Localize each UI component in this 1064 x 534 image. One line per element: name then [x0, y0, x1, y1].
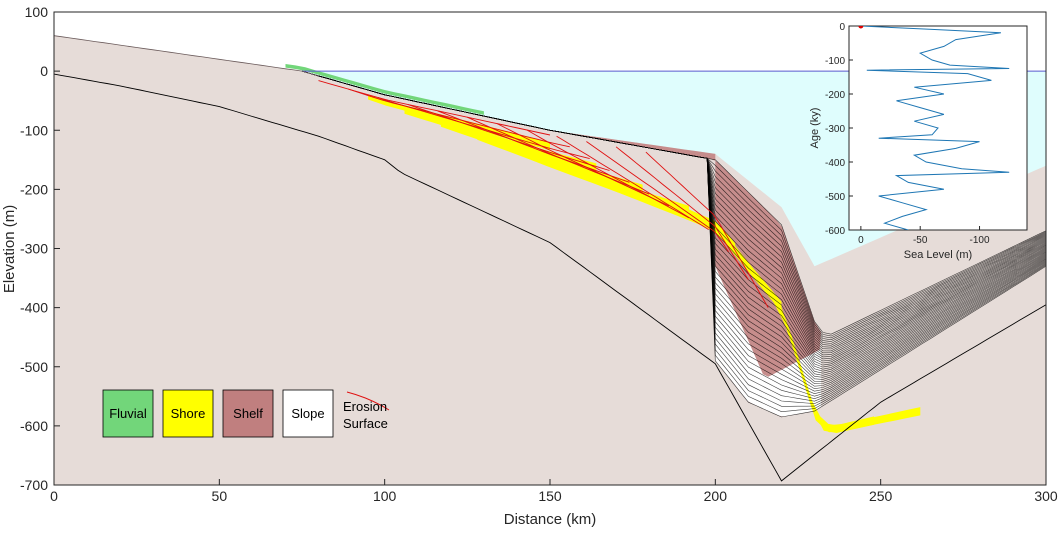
stratal-surface: [301, 70, 1046, 418]
inset-x-tick-label: 0: [858, 235, 864, 246]
x-axis: 0 50 100 150 200 250 300: [50, 479, 1058, 504]
inset-x-label: Sea Level (m): [904, 249, 972, 261]
x-tick-label: 250: [869, 488, 893, 504]
x-tick-label: 0: [50, 488, 58, 504]
inset-y-tick-label: -600: [825, 226, 845, 237]
erosion-surface: [615, 146, 749, 281]
erosion-surface: [586, 141, 729, 253]
shore-facies-band: [513, 148, 736, 252]
y-axis: 100 0 -100 -200 -300 -400 -500 -600 -700: [20, 4, 60, 493]
erosion-surface: [526, 129, 690, 219]
legend-slope-box: [282, 389, 334, 438]
inset-y-tick-label: -200: [825, 90, 845, 101]
y-tick-label: -400: [20, 300, 48, 316]
legend-shelf-box: [222, 389, 274, 438]
y-tick-label: 0: [40, 63, 48, 79]
erosion-surface: [645, 151, 769, 308]
inset-y-label: Age (ky): [809, 108, 821, 149]
erosion-surface: [437, 110, 630, 183]
legend-fluvial-box: [102, 389, 154, 438]
inset-y-tick-label: 0: [839, 22, 845, 33]
legend-erosion-label-line1: Erosion: [343, 399, 387, 414]
inset-x-tick-label: -100: [970, 235, 990, 246]
y-tick-label: -700: [20, 477, 48, 493]
legend-shore-label: Shore: [171, 406, 206, 421]
legend-slope-label: Slope: [291, 406, 324, 421]
initial-basement-line: [54, 73, 1046, 482]
erosion-surface: [496, 123, 670, 207]
y-tick-label: -500: [20, 359, 48, 375]
x-tick-label: 300: [1034, 488, 1058, 504]
inset-y-tick-label: -100: [825, 56, 845, 67]
fluvial-facies: [285, 64, 484, 115]
erosion-surface: [467, 116, 650, 195]
x-tick-label: 100: [373, 488, 397, 504]
slope-facies: [715, 266, 822, 417]
erosion-surface: [556, 135, 709, 230]
inset-y-tick-label: -500: [825, 192, 845, 203]
y-tick-label: -300: [20, 241, 48, 257]
y-axis-label: Elevation (m): [1, 205, 18, 293]
inset-plot: [858, 26, 1010, 230]
legend: Fluvial Shore Shelf Slope Erosion Surface: [102, 389, 390, 438]
shore-facies-band: [404, 109, 597, 172]
x-axis-label: Distance (km): [504, 511, 597, 528]
sea-level-inset: 0 -50 -100 0 -100 -200 -300 -400 -500 -600 Sea Le…: [809, 22, 1028, 261]
inset-y-tick-label: -300: [825, 124, 845, 135]
x-tick-label: 150: [538, 488, 562, 504]
x-tick-label: 200: [704, 488, 728, 504]
y-tick-label: -100: [20, 122, 48, 138]
inset-y-tick-label: -400: [825, 158, 845, 169]
inset-axes: 0 -50 -100 0 -100 -200 -300 -400 -500 -600: [825, 22, 990, 246]
legend-shelf-label: Shelf: [233, 406, 263, 421]
legend-erosion-label-line2: Surface: [343, 416, 388, 431]
land-surface-line: [54, 35, 319, 77]
y-tick-label: 100: [25, 4, 49, 20]
current-sea-level-marker: [858, 26, 864, 29]
y-tick-label: -200: [20, 181, 48, 197]
x-tick-label: 50: [212, 488, 228, 504]
legend-fluvial-label: Fluvial: [109, 406, 147, 421]
sea-level-curve: [860, 26, 1010, 230]
legend-erosion-swatch: [346, 391, 390, 411]
legend-shore-box: [162, 389, 214, 438]
inset-x-tick-label: -50: [913, 235, 928, 246]
y-tick-label: -600: [20, 418, 48, 434]
